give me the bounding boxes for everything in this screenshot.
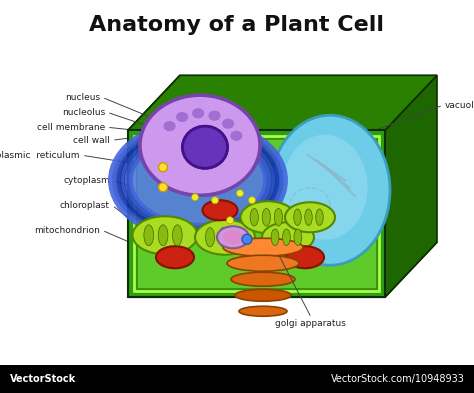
Ellipse shape bbox=[316, 209, 323, 226]
Ellipse shape bbox=[158, 183, 167, 192]
Ellipse shape bbox=[182, 126, 228, 168]
Ellipse shape bbox=[156, 246, 194, 268]
Ellipse shape bbox=[219, 228, 228, 247]
Ellipse shape bbox=[173, 225, 182, 246]
Polygon shape bbox=[128, 130, 385, 297]
Ellipse shape bbox=[211, 197, 219, 204]
Ellipse shape bbox=[176, 112, 188, 122]
Ellipse shape bbox=[144, 225, 154, 246]
Ellipse shape bbox=[209, 111, 220, 121]
Text: cell membrane: cell membrane bbox=[37, 123, 105, 132]
Ellipse shape bbox=[274, 208, 283, 226]
Ellipse shape bbox=[227, 255, 299, 271]
Ellipse shape bbox=[230, 131, 242, 141]
Text: VectorStock: VectorStock bbox=[9, 374, 76, 384]
Ellipse shape bbox=[283, 135, 367, 240]
Ellipse shape bbox=[294, 229, 302, 246]
Polygon shape bbox=[136, 138, 377, 289]
Ellipse shape bbox=[158, 163, 167, 172]
Text: Anatomy of a Plant Cell: Anatomy of a Plant Cell bbox=[90, 15, 384, 35]
Text: nucleus: nucleus bbox=[65, 93, 100, 102]
Ellipse shape bbox=[129, 138, 267, 226]
Ellipse shape bbox=[237, 190, 244, 197]
Ellipse shape bbox=[222, 119, 234, 129]
Ellipse shape bbox=[231, 272, 295, 286]
Ellipse shape bbox=[250, 208, 258, 226]
Ellipse shape bbox=[164, 121, 175, 131]
Polygon shape bbox=[128, 75, 180, 297]
Ellipse shape bbox=[164, 121, 175, 131]
Ellipse shape bbox=[217, 226, 249, 248]
Ellipse shape bbox=[227, 217, 234, 224]
Ellipse shape bbox=[294, 209, 301, 226]
Ellipse shape bbox=[262, 208, 271, 226]
Text: mitochondrion: mitochondrion bbox=[34, 226, 100, 235]
Text: golgi apparatus: golgi apparatus bbox=[274, 319, 346, 328]
Text: vacuole: vacuole bbox=[445, 101, 474, 110]
Ellipse shape bbox=[133, 216, 198, 254]
Ellipse shape bbox=[270, 115, 390, 265]
Ellipse shape bbox=[235, 289, 291, 301]
Ellipse shape bbox=[244, 246, 282, 268]
Ellipse shape bbox=[192, 108, 204, 118]
Text: VectorStock.com/10948933: VectorStock.com/10948933 bbox=[331, 374, 465, 384]
Ellipse shape bbox=[192, 108, 204, 118]
Polygon shape bbox=[385, 75, 437, 297]
Ellipse shape bbox=[195, 220, 255, 255]
Ellipse shape bbox=[285, 202, 335, 232]
Ellipse shape bbox=[222, 119, 234, 129]
Text: endoplasmic  reticulum: endoplasmic reticulum bbox=[0, 151, 80, 160]
Ellipse shape bbox=[176, 112, 188, 122]
Text: chloroplast: chloroplast bbox=[60, 201, 110, 210]
Ellipse shape bbox=[240, 201, 295, 233]
Ellipse shape bbox=[182, 126, 228, 168]
Ellipse shape bbox=[202, 200, 237, 220]
Ellipse shape bbox=[223, 230, 243, 244]
Ellipse shape bbox=[191, 194, 199, 201]
Text: nucleolus: nucleolus bbox=[62, 108, 105, 117]
Polygon shape bbox=[128, 242, 437, 297]
Ellipse shape bbox=[262, 222, 314, 252]
Text: cell wall: cell wall bbox=[73, 136, 110, 145]
Ellipse shape bbox=[140, 95, 260, 195]
Polygon shape bbox=[128, 75, 437, 130]
Ellipse shape bbox=[286, 246, 324, 268]
Ellipse shape bbox=[223, 238, 303, 256]
Ellipse shape bbox=[158, 225, 168, 246]
Ellipse shape bbox=[206, 228, 215, 247]
Ellipse shape bbox=[209, 111, 220, 121]
Ellipse shape bbox=[230, 131, 242, 141]
Ellipse shape bbox=[283, 229, 291, 246]
Ellipse shape bbox=[248, 197, 255, 204]
Ellipse shape bbox=[239, 306, 287, 316]
Ellipse shape bbox=[242, 234, 252, 244]
Ellipse shape bbox=[232, 228, 241, 247]
Ellipse shape bbox=[305, 209, 312, 226]
Text: cytoplasm: cytoplasm bbox=[63, 176, 110, 185]
Ellipse shape bbox=[140, 95, 260, 195]
Ellipse shape bbox=[271, 229, 279, 246]
